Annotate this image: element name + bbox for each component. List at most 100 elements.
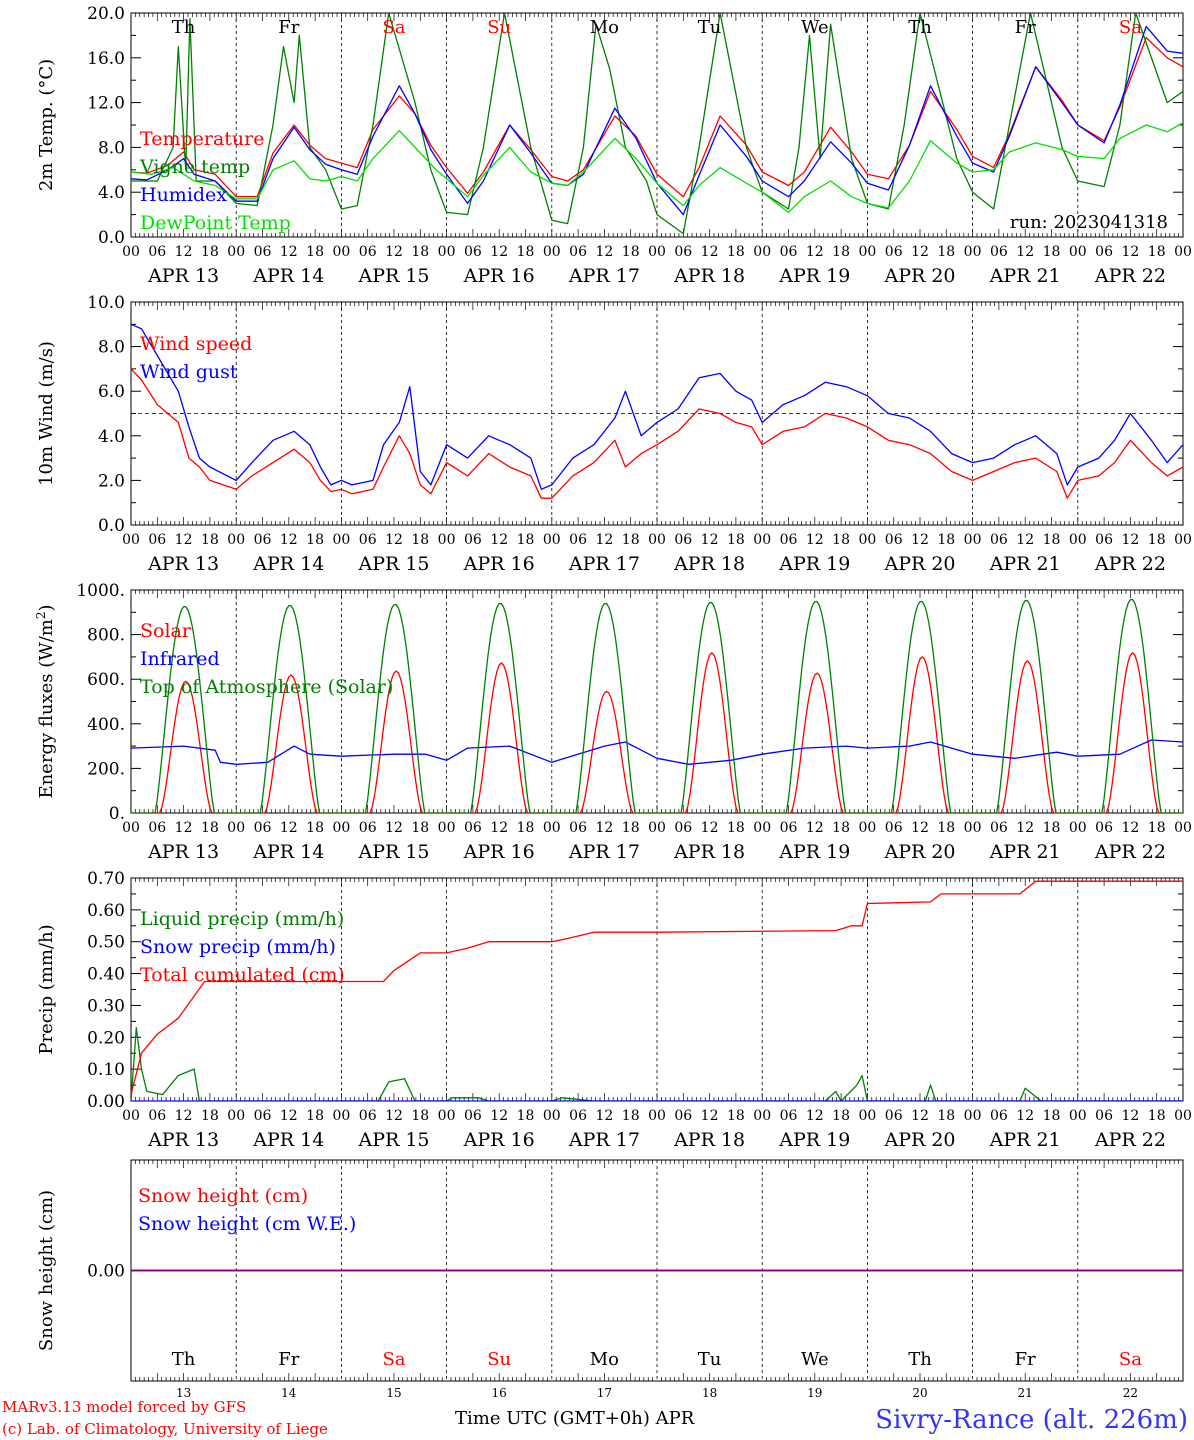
legend-series-total-cumulated-cm: Total cumulated (cm) (140, 964, 345, 986)
hour-label: 12 (806, 820, 824, 836)
y-tick-label: 0.60 (87, 901, 125, 921)
hour-label: 00 (753, 532, 771, 548)
hour-label: 06 (464, 1108, 482, 1124)
hour-label: 00 (858, 532, 876, 548)
weekday-label: Th (172, 1349, 196, 1370)
series-infrared (131, 739, 1183, 765)
y-axis-label: Precip (mm/h) (36, 924, 57, 1054)
hour-label: 12 (175, 1108, 193, 1124)
hour-label: 12 (385, 532, 403, 548)
hour-label: 12 (385, 1108, 403, 1124)
legend-series-snow-height-cm-w-e: Snow height (cm W.E.) (138, 1213, 356, 1235)
series-temperature (131, 36, 1183, 198)
hour-label: 12 (385, 244, 403, 260)
hour-label: 06 (674, 820, 692, 836)
hour-label: 12 (806, 244, 824, 260)
y-tick-label: 4.0 (98, 183, 125, 203)
legend-series-snow-precip-mm-h: Snow precip (mm/h) (140, 936, 336, 958)
hour-label: 12 (701, 532, 719, 548)
hour-label: 12 (280, 532, 298, 548)
hour-label: 06 (148, 1108, 166, 1124)
hour-label: 00 (964, 532, 982, 548)
plot-area-wind (131, 323, 1183, 499)
weekday-label: Sa (382, 1349, 405, 1370)
hour-label: 12 (701, 820, 719, 836)
y-tick-label: 8.0 (98, 138, 125, 158)
hour-label: 12 (1121, 820, 1139, 836)
model-credit: MARv3.13 model forced by GFS (2, 1398, 246, 1416)
hour-label: 00 (438, 1108, 456, 1124)
series-wind-speed (131, 368, 1183, 499)
hour-label: 12 (280, 820, 298, 836)
legend-series-infrared: Infrared (140, 648, 220, 670)
hour-label: 12 (595, 1108, 613, 1124)
date-label: APR 19 (778, 1129, 850, 1151)
hour-label: 18 (306, 820, 324, 836)
hour-label: 00 (122, 532, 140, 548)
date-label: APR 18 (673, 841, 745, 863)
date-label: APR 15 (357, 841, 429, 863)
hour-label: 06 (464, 820, 482, 836)
hour-label: 00 (332, 532, 350, 548)
y-axis-label: Snow height (cm) (36, 1190, 57, 1351)
hour-label: 18 (727, 820, 745, 836)
date-label: APR 14 (252, 265, 324, 287)
hour-label: 06 (359, 532, 377, 548)
y-axis-label: 2m Temp. (°C) (36, 59, 57, 191)
hour-label: 18 (517, 532, 535, 548)
hour-label: 00 (1069, 820, 1087, 836)
hour-label: 00 (438, 532, 456, 548)
hour-label: 06 (569, 820, 587, 836)
hour-label: 06 (990, 820, 1008, 836)
date-label: APR 20 (883, 841, 955, 863)
day-number-label: 21 (1018, 1386, 1033, 1400)
footer: MARv3.13 model forced by GFS (c) Lab. of… (2, 1398, 1188, 1438)
hour-label: 18 (1043, 820, 1061, 836)
hour-label: 12 (1016, 244, 1034, 260)
day-number-label: 13 (176, 1386, 191, 1400)
date-label: APR 13 (147, 1129, 219, 1151)
weekday-label: Th (908, 17, 932, 38)
hour-label: 00 (332, 1108, 350, 1124)
panel-energy: 0. 200. 400. 600. 800. 1000. Energy fluxes (W/… (34, 581, 1192, 863)
date-label: APR 18 (673, 553, 745, 575)
hour-label: 06 (569, 244, 587, 260)
hour-label: 18 (201, 820, 219, 836)
hour-label: 06 (990, 1108, 1008, 1124)
hour-label: 12 (280, 1108, 298, 1124)
hour-label: 18 (832, 1108, 850, 1124)
series-vigne-temp (131, 13, 1183, 235)
hour-label: 18 (832, 532, 850, 548)
hour-label: 18 (306, 1108, 324, 1124)
date-label: APR 21 (989, 1129, 1061, 1151)
y-tick-label: 0.00 (87, 1092, 125, 1112)
date-label: APR 14 (252, 841, 324, 863)
legend-series-wind-gust: Wind gust (140, 361, 238, 383)
day-number-label: 15 (386, 1386, 401, 1400)
date-label: APR 13 (147, 841, 219, 863)
date-label: APR 18 (673, 1129, 745, 1151)
series-humidex (131, 25, 1183, 216)
hour-label: 12 (595, 820, 613, 836)
weekday-label: Fr (278, 1349, 299, 1370)
hour-label: 00 (753, 820, 771, 836)
legend-series-vigne-temp: Vigne temp (139, 156, 250, 178)
day-number-label: 19 (807, 1386, 822, 1400)
legend-series-wind-speed: Wind speed (140, 333, 252, 355)
hour-label: 00 (648, 532, 666, 548)
hour-label: 00 (964, 244, 982, 260)
hour-label: 12 (806, 532, 824, 548)
hour-label: 06 (148, 244, 166, 260)
date-label: APR 17 (568, 1129, 640, 1151)
hour-label: 18 (1043, 532, 1061, 548)
hour-label: 12 (1016, 532, 1034, 548)
hour-label: 06 (674, 244, 692, 260)
series-wind-gust (131, 323, 1183, 490)
hour-label: 12 (1121, 244, 1139, 260)
panel-temperature: 0.0 4.0 8.0 12.0 16.0 20.0 2m Temp. (°C) 00 06 12… (36, 4, 1192, 287)
hour-label: 00 (227, 820, 245, 836)
weekday-label: Th (172, 17, 196, 38)
y-tick-label: 200. (87, 759, 125, 779)
hour-label: 18 (306, 532, 324, 548)
hour-label: 00 (543, 532, 561, 548)
